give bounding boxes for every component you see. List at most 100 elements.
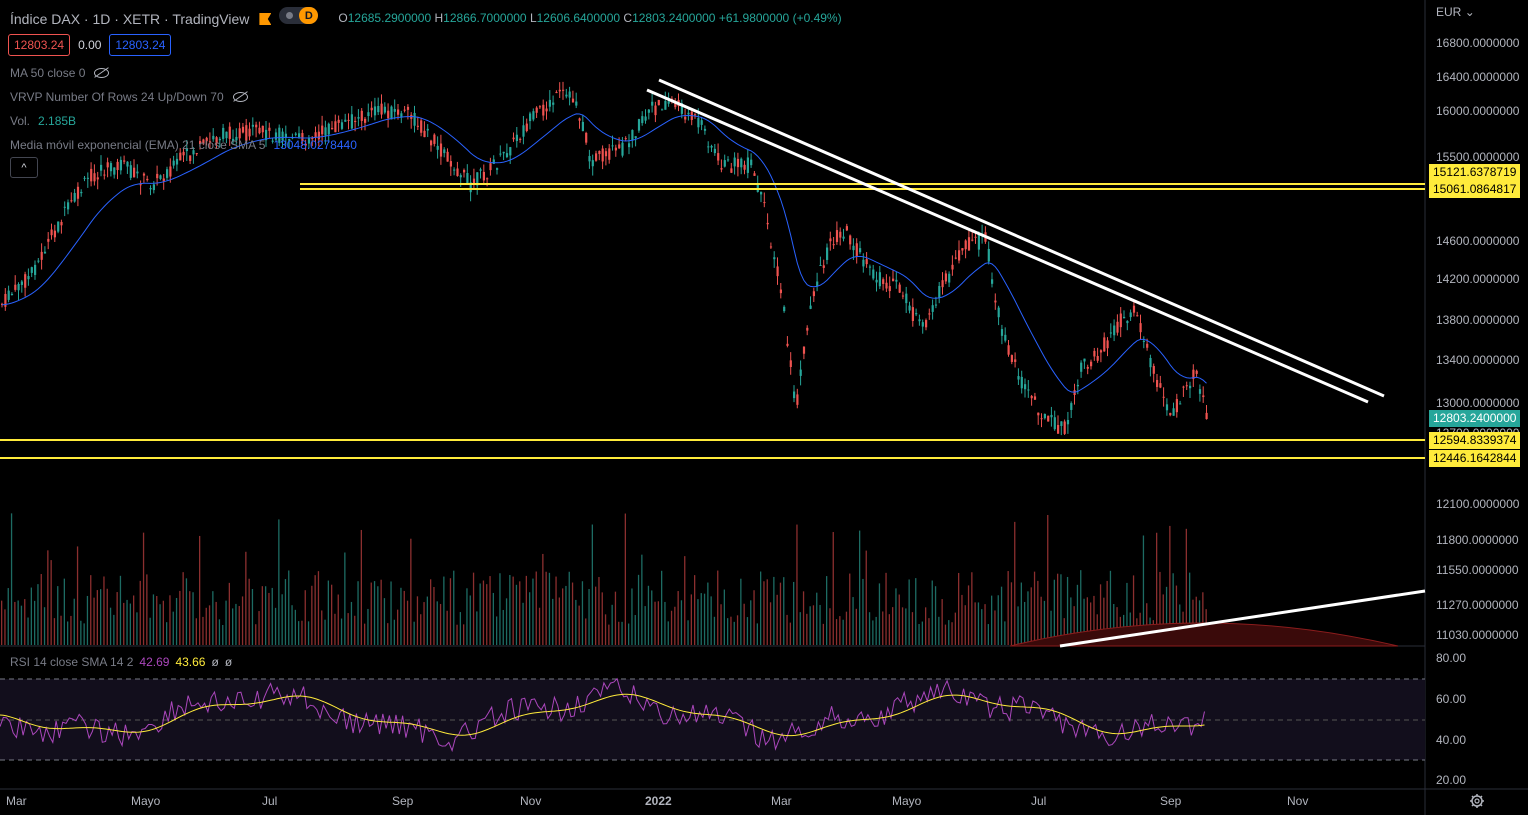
volume-bar [393,619,395,645]
volume-bar [27,617,29,645]
price-tag-last: 12803.2400000 [1429,410,1521,427]
trendline-lower[interactable] [646,88,1369,404]
price-tick-label: 16400.0000000 [1436,70,1520,84]
time-tick-label: Mayo [892,794,922,808]
change-value: +61.9800000 (+0.49%) [718,11,842,25]
candle-body [991,279,994,284]
volume-bar [974,602,976,645]
candle-body [892,278,895,282]
candle-body [446,151,449,162]
candle-body [614,147,617,151]
volume-bar [453,570,455,645]
candle-body [1146,343,1149,348]
candle-body [1066,419,1070,425]
volume-bar [251,589,254,645]
gear-icon[interactable] [1469,793,1485,809]
candle-body [103,174,106,176]
candle-body [1189,385,1192,389]
currency-selector[interactable]: EUR ⌄ [1436,5,1475,19]
volume-bar [760,571,762,645]
volume-bar [809,606,811,645]
volume-bar [773,576,775,645]
collapse-legend-button[interactable]: ^ [10,157,38,178]
candle-body [96,177,99,180]
volume-trendline[interactable] [1059,589,1426,648]
candle-body [872,269,875,279]
high-value: 12866.7000000 [443,11,527,25]
volume-bar [60,615,62,645]
volume-bar [568,571,570,645]
market-status-pill[interactable]: D [279,7,319,24]
candle-body [971,239,974,241]
volume-bar [139,580,141,645]
sell-button[interactable]: 12803.24 [8,34,71,56]
candle-body [647,109,650,113]
volume-bar [205,607,207,645]
price-tick-label: 13400.0000000 [1436,353,1520,367]
volume-bar [958,572,960,645]
candle-body [601,148,604,162]
flag-icon[interactable] [259,13,272,25]
volume-bar [311,585,313,645]
candle-body [928,313,931,315]
candle-body [7,290,10,300]
volume-bar [37,584,39,645]
candle-body [133,167,136,178]
candle-body [166,169,169,178]
volume-bar [944,624,947,645]
candle-body [687,112,690,115]
volume-bar [604,614,607,645]
candle-body [987,248,990,262]
candle-body [373,106,377,116]
volume-bar [558,597,560,645]
candle-body [43,251,47,254]
volume-bar [631,588,633,645]
hidden-eye-icon[interactable] [232,92,248,102]
candle-body [862,259,865,267]
candle-body [839,231,842,238]
interval-badge: D [299,7,319,24]
candle-body [1020,376,1023,389]
candle-body [53,230,56,238]
candle-body [898,284,901,293]
candle-body [1116,321,1119,333]
candle-body [67,202,70,210]
candle-body [644,116,647,121]
volume-bar [796,524,798,645]
volume-bar [1057,573,1059,645]
volume-bar [740,578,742,645]
candle-body [24,274,27,288]
candle-body [360,110,363,121]
volume-bar [248,578,250,645]
volume-bar [400,587,402,645]
volume-bar [298,621,300,645]
candle-body [499,153,502,155]
volume-bar [1142,535,1145,645]
candle-body [958,250,961,261]
trendline-upper[interactable] [658,78,1385,398]
candle-body [294,133,297,135]
volume-bar [598,577,600,645]
volume-bar [278,519,280,645]
candle-body [1033,396,1037,400]
volume-bar [901,607,904,645]
volume-bar [687,620,689,645]
candle-body [842,236,845,239]
price-tag-resistance-1: 15121.6378719 [1429,164,1521,181]
candle-body [816,281,819,287]
rsi-legend[interactable]: RSI 14 close SMA 14 2 42.69 43.66 ø ø [10,655,232,669]
volume-bar [538,607,541,645]
volume-indicator[interactable]: Vol. 2.185B [10,114,76,128]
ma-indicator[interactable]: MA 50 close 0 [10,66,110,80]
ema-indicator[interactable]: Media móvil exponencial (EMA) 21 close S… [10,138,357,152]
volume-bar [70,615,72,645]
vrvp-indicator[interactable]: VRVP Number Of Rows 24 Up/Down 70 [10,90,248,104]
candle-body [83,177,86,179]
hidden-eye-icon[interactable] [93,68,110,78]
buy-button[interactable]: 12803.24 [109,34,172,56]
candle-body [845,226,848,231]
symbol-title[interactable]: Índice DAX · 1D · XETR · TradingView [10,11,250,27]
volume-bar [179,590,181,645]
